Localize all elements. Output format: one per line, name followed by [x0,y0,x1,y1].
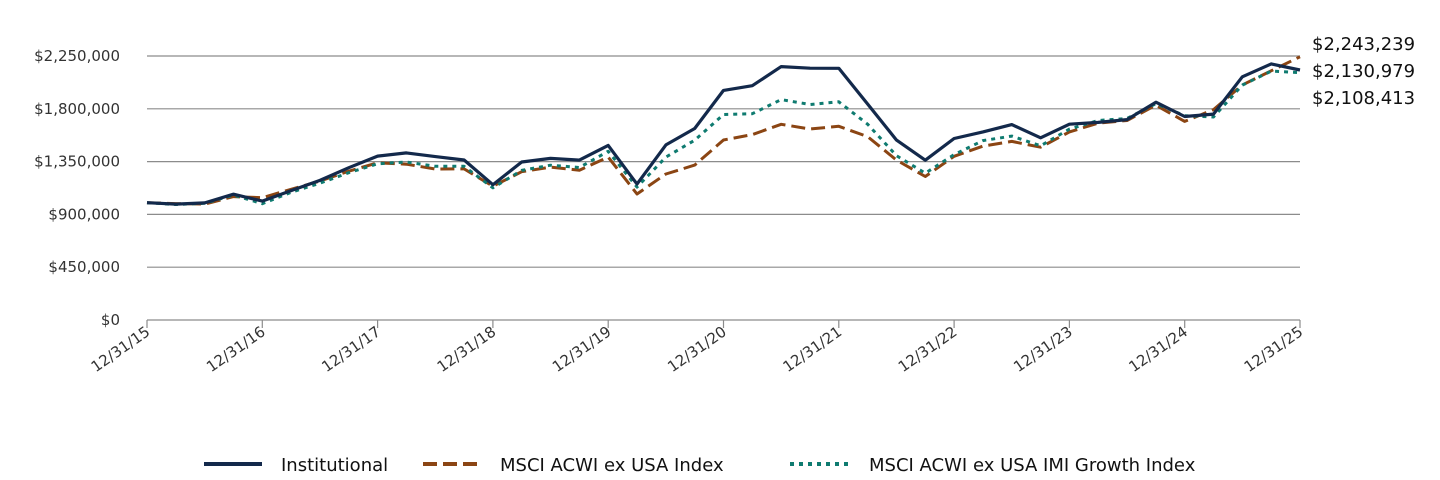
x-tick-label: 12/31/15 [88,323,154,376]
legend-label-institutional: Institutional [281,455,388,476]
y-tick-label: $0 [101,311,120,329]
y-axis-tick-labels: $0 $450,000 $900,000 $1,350,000 $1,800,000 $2… [34,47,120,329]
end-label-msci-acwi-ex-usa: $2,243,239 [1312,34,1415,55]
series-line-msci-acwi-ex-usa-imi-growth-index [146,69,1301,206]
legend-label-msci-acwi-ex-usa-imi-growth: MSCI ACWI ex USA IMI Growth Index [869,455,1196,476]
y-tick-label: $2,250,000 [34,47,120,65]
x-tick-label: 12/31/25 [1241,323,1307,376]
legend-label-msci-acwi-ex-usa: MSCI ACWI ex USA Index [500,455,724,476]
x-tick-label: 12/31/23 [1010,323,1076,376]
gridlines [147,55,1300,268]
end-label-msci-acwi-ex-usa-imi-growth: $2,108,413 [1312,88,1415,109]
x-tick-label: 12/31/16 [203,323,269,376]
x-tick-label: 12/31/19 [549,323,615,376]
series-lines [146,55,1301,206]
end-value-labels: $2,243,239 $2,130,979 $2,108,413 [1312,34,1415,109]
y-tick-label: $1,350,000 [34,153,120,171]
legend-item-institutional: Institutional [204,455,388,476]
legend: Institutional MSCI ACWI ex USA Index MSC… [204,455,1196,476]
x-tick-label: 12/31/22 [895,323,961,376]
y-tick-label: $1,800,000 [34,100,120,118]
y-tick-label: $450,000 [48,258,120,276]
x-tick-label: 12/31/17 [318,323,384,376]
end-label-institutional: $2,130,979 [1312,61,1415,82]
y-tick-label: $900,000 [48,205,120,223]
x-axis: 12/31/15 12/31/16 12/31/17 12/31/18 12/31/19… [88,319,1307,376]
x-tick-label: 12/31/20 [664,323,730,376]
x-tick-label: 12/31/21 [780,323,846,376]
x-tick-label: 12/31/18 [434,323,500,376]
legend-item-msci-acwi-ex-usa-imi-growth: MSCI ACWI ex USA IMI Growth Index [790,455,1196,476]
legend-item-msci-acwi-ex-usa: MSCI ACWI ex USA Index [423,455,724,476]
series-line-institutional [146,62,1301,206]
x-tick-label: 12/31/24 [1125,323,1191,376]
